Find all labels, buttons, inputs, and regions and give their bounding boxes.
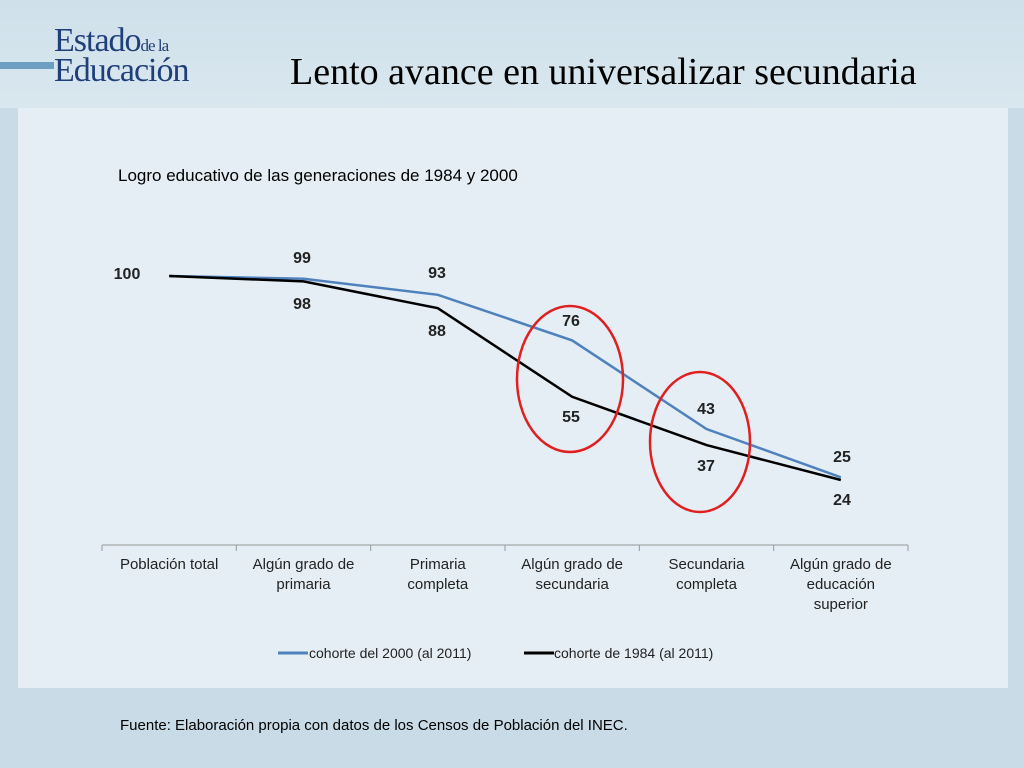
x-tick-label: completa xyxy=(407,576,469,593)
data-label: 76 xyxy=(562,313,580,330)
legend-label: cohorte del 2000 (al 2011) xyxy=(309,645,471,661)
data-label: 37 xyxy=(697,458,715,475)
x-tick-label: Primaria xyxy=(410,556,466,573)
legend-label: cohorte de 1984 (al 2011) xyxy=(554,645,713,661)
highlight-ellipse-secundaria xyxy=(515,304,625,454)
chart-panel xyxy=(18,108,1008,688)
series-line-2000 xyxy=(169,274,842,479)
x-tick-label: completa xyxy=(676,576,738,593)
estado-educacion-logo: Estadode la Educación xyxy=(0,22,254,92)
header-band xyxy=(0,0,1024,108)
x-tick-label: Algún grado de xyxy=(253,556,355,573)
x-tick-label: Población total xyxy=(120,556,218,573)
series-line-1984 xyxy=(169,274,842,482)
x-tick-label: superior xyxy=(814,596,868,613)
data-label: 93 xyxy=(428,265,446,282)
logo-line-2: Educación xyxy=(54,52,189,89)
source-note: Fuente: Elaboración propia con datos de … xyxy=(120,717,628,734)
data-label: 99 xyxy=(293,250,311,267)
chart-title: Logro educativo de las generaciones de 1… xyxy=(118,166,518,185)
highlight-ellipse-secundaria-completa xyxy=(648,370,752,514)
data-label: 55 xyxy=(562,409,580,426)
data-label: 88 xyxy=(428,323,446,340)
x-tick-label: Secundaria xyxy=(669,556,746,573)
x-tick-label: Algún grado de xyxy=(521,556,623,573)
slide-title: Lento avance en universalizar secundaria xyxy=(290,51,917,93)
data-label: 43 xyxy=(697,401,715,418)
logo-accent-bar xyxy=(0,62,54,69)
data-label: 25 xyxy=(833,449,851,466)
x-tick-label: Algún grado de xyxy=(790,556,892,573)
data-label: 24 xyxy=(833,492,851,509)
logo-line-1: Estadode la xyxy=(54,22,169,59)
x-tick-label: primaria xyxy=(276,576,331,593)
x-tick-label: educación xyxy=(807,576,875,593)
data-label: 98 xyxy=(293,296,311,313)
data-label: 100 xyxy=(114,266,141,283)
x-tick-label: secundaria xyxy=(535,576,609,593)
